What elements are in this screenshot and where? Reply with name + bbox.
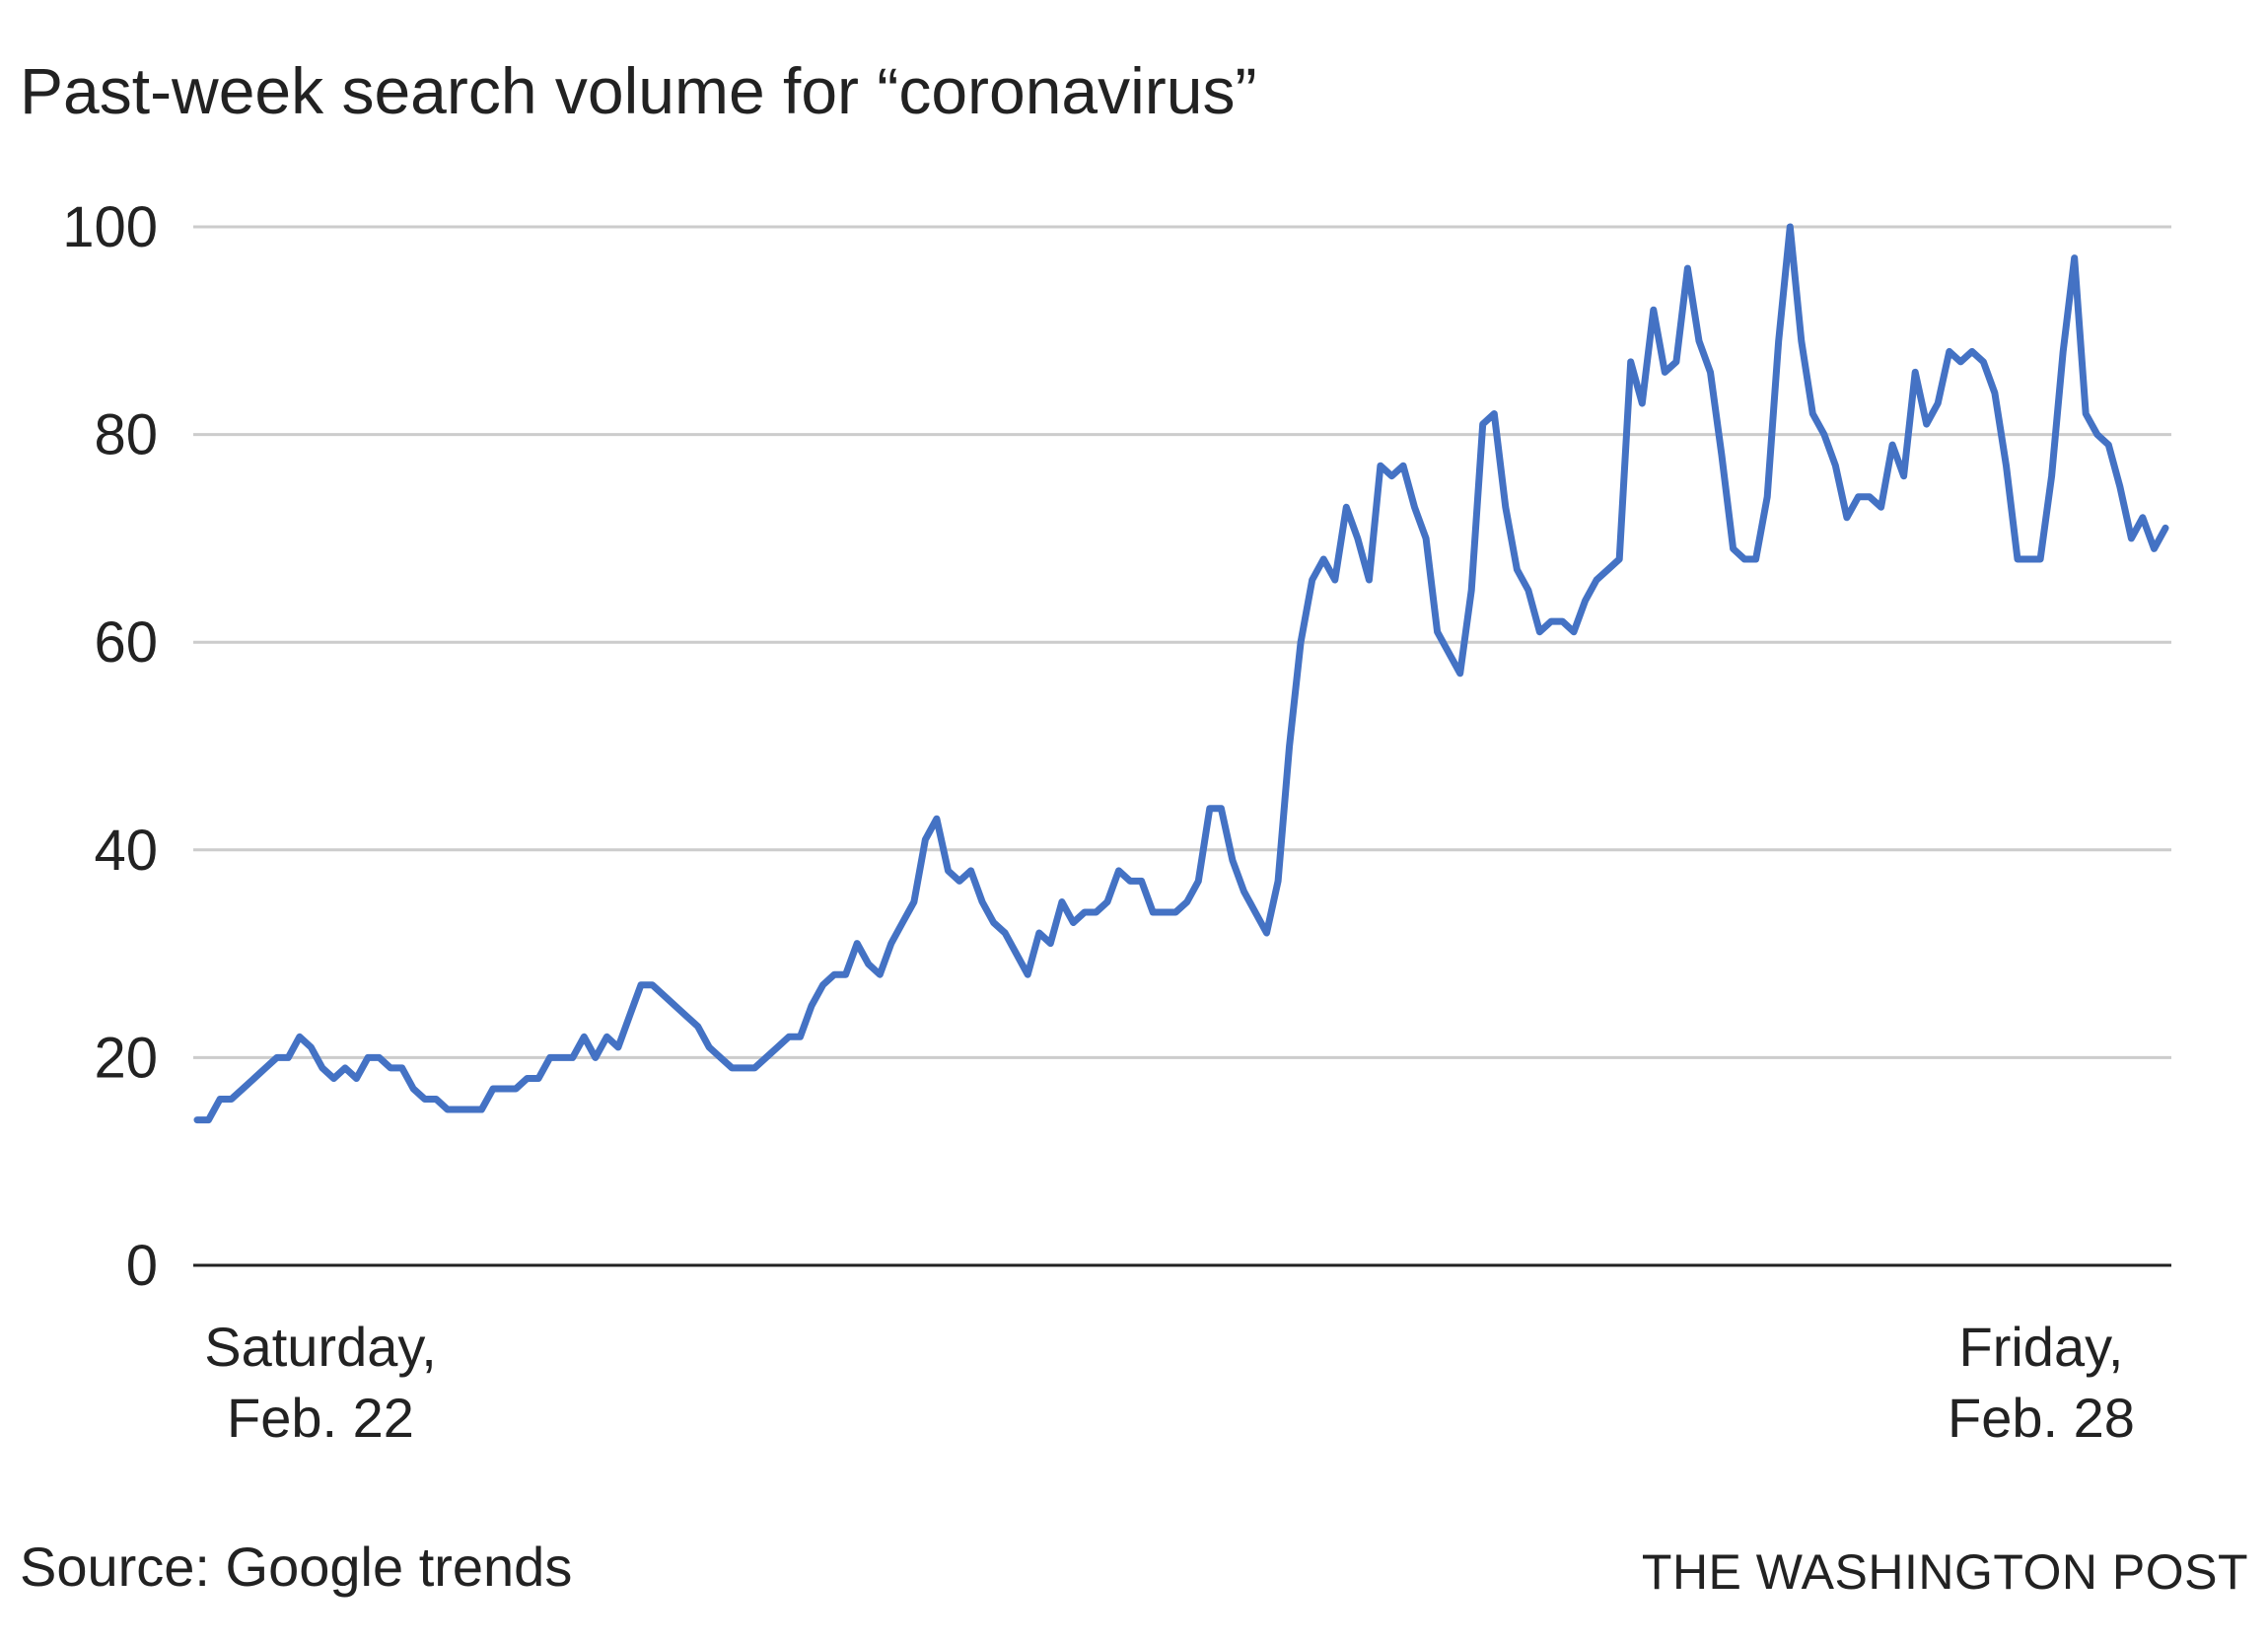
- y-tick-label-20: 20: [94, 1026, 158, 1090]
- publisher-credit: THE WASHINGTON POST: [1641, 1544, 2248, 1600]
- series-line-0: [193, 223, 2169, 1124]
- x-tick-label-end: Friday, Feb. 28: [1903, 1312, 2179, 1454]
- source-note: Source: Google trends: [20, 1536, 573, 1598]
- y-axis-ticks: 0 20 40 60 80 100: [62, 195, 158, 1298]
- series-layer: [193, 223, 2169, 1124]
- x-tick-label-start-day: Saturday,: [204, 1316, 437, 1378]
- x-tick-label-start-date: Feb. 22: [227, 1387, 414, 1449]
- gridlines: [193, 225, 2171, 1059]
- y-tick-label-80: 80: [94, 403, 158, 467]
- y-tick-label-0: 0: [126, 1234, 158, 1298]
- y-tick-label-60: 60: [94, 610, 158, 675]
- y-tick-label-100: 100: [62, 195, 158, 259]
- chart-title: Past-week search volume for “coronavirus…: [20, 54, 1257, 127]
- x-tick-label-start: Saturday, Feb. 22: [187, 1312, 454, 1454]
- x-tick-label-end-day: Friday,: [1958, 1316, 2124, 1378]
- x-tick-label-end-date: Feb. 28: [1948, 1387, 2135, 1449]
- y-tick-label-40: 40: [94, 819, 158, 883]
